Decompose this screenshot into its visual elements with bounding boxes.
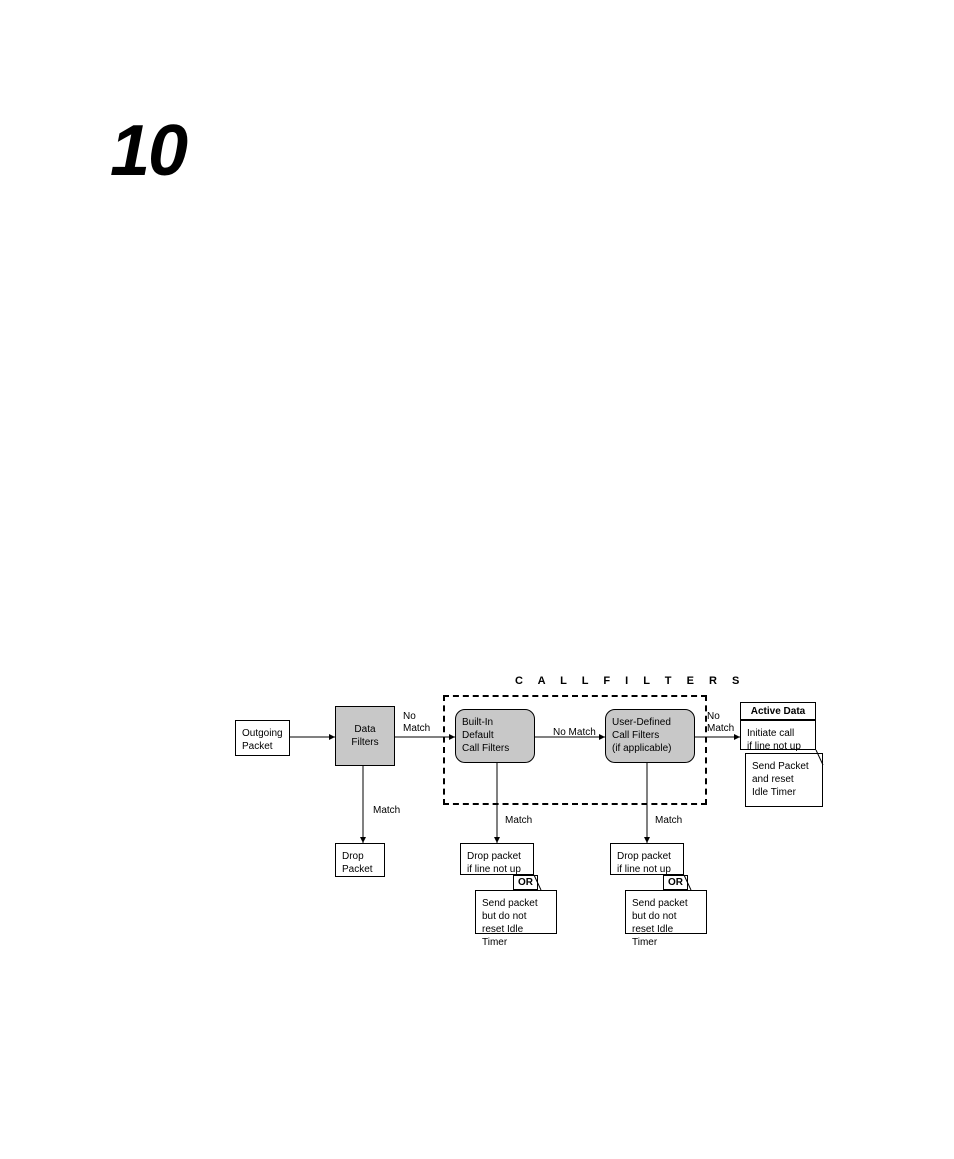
node-activedata: Active Data <box>740 702 816 720</box>
node-initiate: Initiate callif line not up <box>740 720 816 750</box>
page: 10 C A L L F I L T E R S OutgoingPacket Da… <box>0 0 954 1159</box>
node-send2a: Send packetbut do notreset Idle Timer <box>475 890 557 934</box>
node-builtin: Built-InDefaultCall Filters <box>455 709 535 763</box>
flowchart-diagram: C A L L F I L T E R S OutgoingPacket DataF… <box>235 665 835 975</box>
node-sendreset: Send Packetand resetIdle Timer <box>745 753 823 807</box>
chapter-number: 10 <box>110 110 186 192</box>
edge-label-4: Match <box>505 815 532 827</box>
node-outgoing: OutgoingPacket <box>235 720 290 756</box>
call-filters-heading: C A L L F I L T E R S <box>515 675 745 687</box>
node-drop: DropPacket <box>335 843 385 877</box>
node-datafilters: DataFilters <box>335 706 395 766</box>
edge-label-0: NoMatch <box>403 711 430 735</box>
node-send2b: Send packetbut do notreset Idle Timer <box>625 890 707 934</box>
or-box-0: OR <box>513 875 538 890</box>
or-box-1: OR <box>663 875 688 890</box>
node-userdef: User-DefinedCall Filters(if applicable) <box>605 709 695 763</box>
edge-label-3: Match <box>373 805 400 817</box>
node-drop2a: Drop packetif line not up <box>460 843 534 875</box>
edge-label-2: NoMatch <box>707 711 734 735</box>
node-drop2b: Drop packetif line not up <box>610 843 684 875</box>
edge-label-1: No Match <box>553 727 596 739</box>
edge-label-5: Match <box>655 815 682 827</box>
